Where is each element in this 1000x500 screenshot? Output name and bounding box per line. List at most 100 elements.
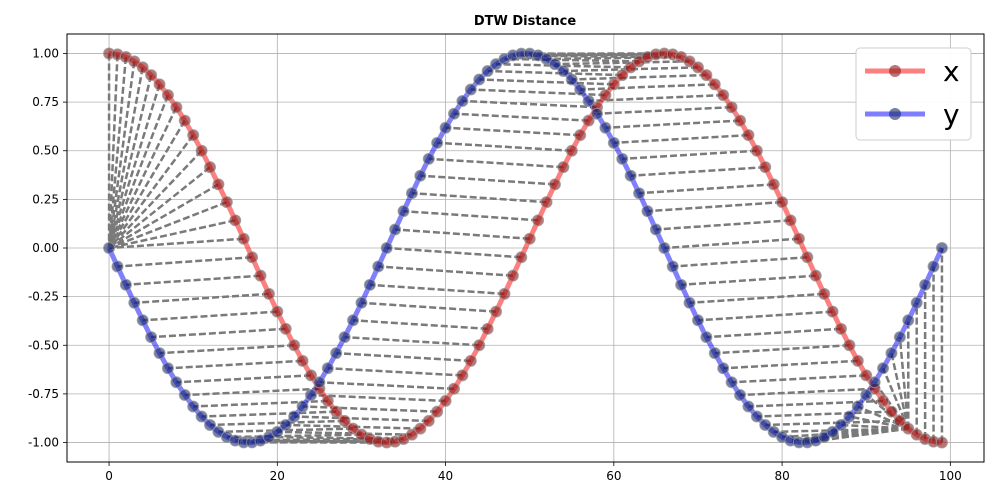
alignment-line — [731, 374, 867, 384]
series-point-x — [742, 129, 755, 142]
series-point-x — [153, 78, 166, 91]
series-point-y — [725, 376, 738, 389]
alignment-line — [218, 427, 354, 434]
alignment-line — [420, 174, 556, 186]
alignment-line — [638, 183, 774, 195]
alignment-line — [310, 393, 446, 403]
series-point-x — [464, 354, 477, 367]
series-point-y — [742, 400, 755, 413]
alignment-line — [285, 423, 421, 430]
alignment-line — [898, 337, 910, 429]
alignment-line — [108, 166, 211, 249]
series-point-y — [389, 223, 402, 236]
x-tick-label: 60 — [606, 469, 621, 483]
series-point-y — [910, 296, 923, 309]
series-point-x — [759, 161, 772, 174]
alignment-line — [107, 61, 136, 249]
alignment-line — [117, 256, 253, 268]
series-point-x — [607, 78, 620, 91]
series-point-x — [170, 101, 183, 114]
series-point-y — [153, 347, 166, 360]
series-point-y — [313, 376, 326, 389]
alignment-line — [445, 126, 581, 137]
series-point-y — [170, 376, 183, 389]
alignment-line — [580, 83, 715, 91]
series-point-y — [691, 314, 704, 327]
series-point-y — [111, 260, 124, 273]
series-point-x — [532, 214, 545, 227]
series-point-y — [843, 410, 856, 423]
x-tick-label: 0 — [105, 469, 113, 483]
series-point-y — [447, 107, 460, 120]
alignment-line — [697, 310, 833, 322]
series-point-y — [616, 152, 629, 165]
alignment-line — [681, 274, 816, 287]
series-point-y — [456, 94, 469, 107]
alignment-line — [125, 274, 261, 287]
chart-title: DTW Distance — [474, 14, 576, 29]
series-point-x — [565, 144, 578, 157]
alignment-line — [773, 427, 909, 434]
series-point-x — [145, 69, 158, 82]
alignment-line — [108, 134, 195, 249]
series-point-x — [616, 69, 629, 82]
series-point-x — [321, 394, 334, 407]
series-point-y — [422, 152, 435, 165]
alignment-line — [108, 200, 228, 250]
series-point-y — [380, 242, 393, 254]
x-tick-label: 40 — [438, 469, 453, 483]
series-point-x — [498, 287, 511, 300]
series-point-x — [851, 354, 864, 367]
series-point-y — [877, 362, 890, 375]
alignment-line — [395, 228, 530, 240]
x-tick-label: 20 — [270, 469, 285, 483]
alignment-line — [596, 105, 732, 115]
alignment-line — [142, 310, 278, 322]
series-point-x — [750, 144, 763, 157]
series-point-y — [338, 331, 351, 344]
series-point-y — [717, 362, 730, 375]
series-point-y — [195, 410, 208, 423]
series-point-y — [582, 94, 595, 107]
alignment-line — [108, 237, 244, 250]
alignment-line — [107, 94, 170, 249]
series-point-x — [288, 339, 301, 352]
series-point-y — [187, 400, 200, 413]
series-point-x — [725, 101, 738, 114]
series-point-y — [473, 73, 486, 86]
alignment-line — [630, 165, 766, 177]
series-point-y — [851, 400, 864, 413]
series-point-y — [565, 73, 578, 86]
alignment-line — [672, 256, 808, 268]
series-point-x — [885, 405, 898, 418]
legend-y-marker — [889, 108, 901, 120]
alignment-line — [108, 183, 220, 250]
series-point-y — [330, 347, 343, 360]
alignment-line — [151, 327, 286, 339]
series-point-y — [599, 121, 612, 134]
series-point-x — [246, 251, 259, 264]
y-tick-label: -0.25 — [28, 290, 59, 304]
series-point-x — [220, 196, 233, 209]
alignment-line — [605, 119, 741, 129]
series-point-y — [439, 121, 452, 134]
series-point-y — [649, 223, 662, 236]
series-point-x — [734, 114, 747, 127]
alignment-line — [664, 237, 800, 250]
series-point-x — [431, 405, 444, 418]
alignment-line — [563, 66, 698, 73]
series-point-x — [490, 305, 503, 318]
alignment-line — [622, 149, 757, 161]
alignment-line — [857, 405, 909, 430]
series-point-x — [935, 436, 948, 449]
series-point-x — [515, 251, 528, 264]
series-point-x — [204, 161, 217, 174]
alignment-line — [107, 106, 178, 249]
alignment-line — [134, 292, 269, 305]
series-point-x — [902, 422, 915, 435]
series-point-x — [296, 354, 309, 367]
series-point-x — [195, 144, 208, 157]
alignment-line — [462, 99, 598, 109]
series-point-y — [675, 278, 688, 291]
